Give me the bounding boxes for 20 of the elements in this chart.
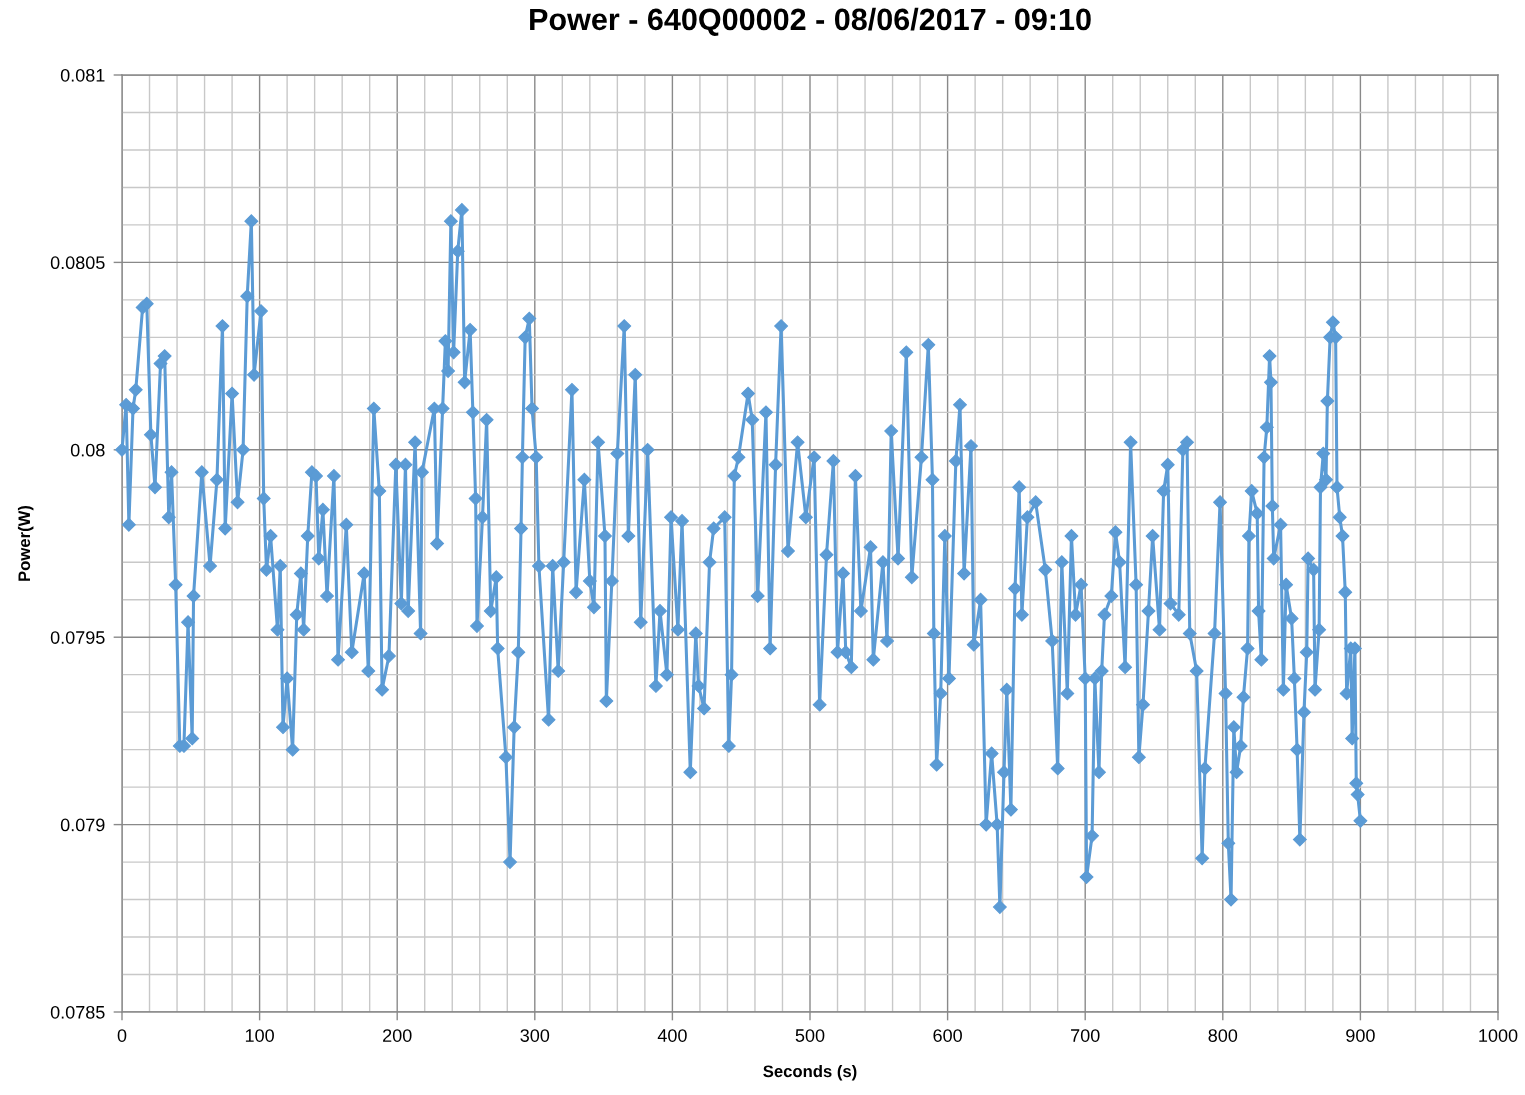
x-tick-label: 700 <box>1071 1029 1100 1042</box>
x-axis-title: Seconds (s) <box>763 1064 857 1081</box>
y-tick-label: 0.08 <box>70 443 105 457</box>
x-tick-label: 500 <box>795 1029 825 1042</box>
x-tick-label: 1000 <box>1479 1029 1518 1042</box>
x-tick-label: 600 <box>933 1029 962 1042</box>
x-tick-label: 400 <box>657 1029 687 1042</box>
y-axis-title: Power(W) <box>17 505 34 581</box>
y-tick-label: 0.0795 <box>50 631 105 644</box>
y-tick-label: 0.0785 <box>50 1005 105 1019</box>
y-tick-label: 0.081 <box>60 68 105 82</box>
x-tick-label: 300 <box>520 1029 550 1042</box>
x-tick-label: 200 <box>383 1029 412 1042</box>
x-tick-label: 100 <box>245 1029 274 1042</box>
x-tick-label: 900 <box>1346 1029 1375 1042</box>
chart-title: Power - 640Q00002 - 08/06/2017 - 09:10 <box>530 7 1091 36</box>
y-tick-label: 0.0805 <box>50 256 105 270</box>
y-tick-label: 0.079 <box>60 818 105 832</box>
x-tick-label: 0 <box>117 1029 127 1042</box>
x-tick-label: 800 <box>1208 1029 1238 1042</box>
